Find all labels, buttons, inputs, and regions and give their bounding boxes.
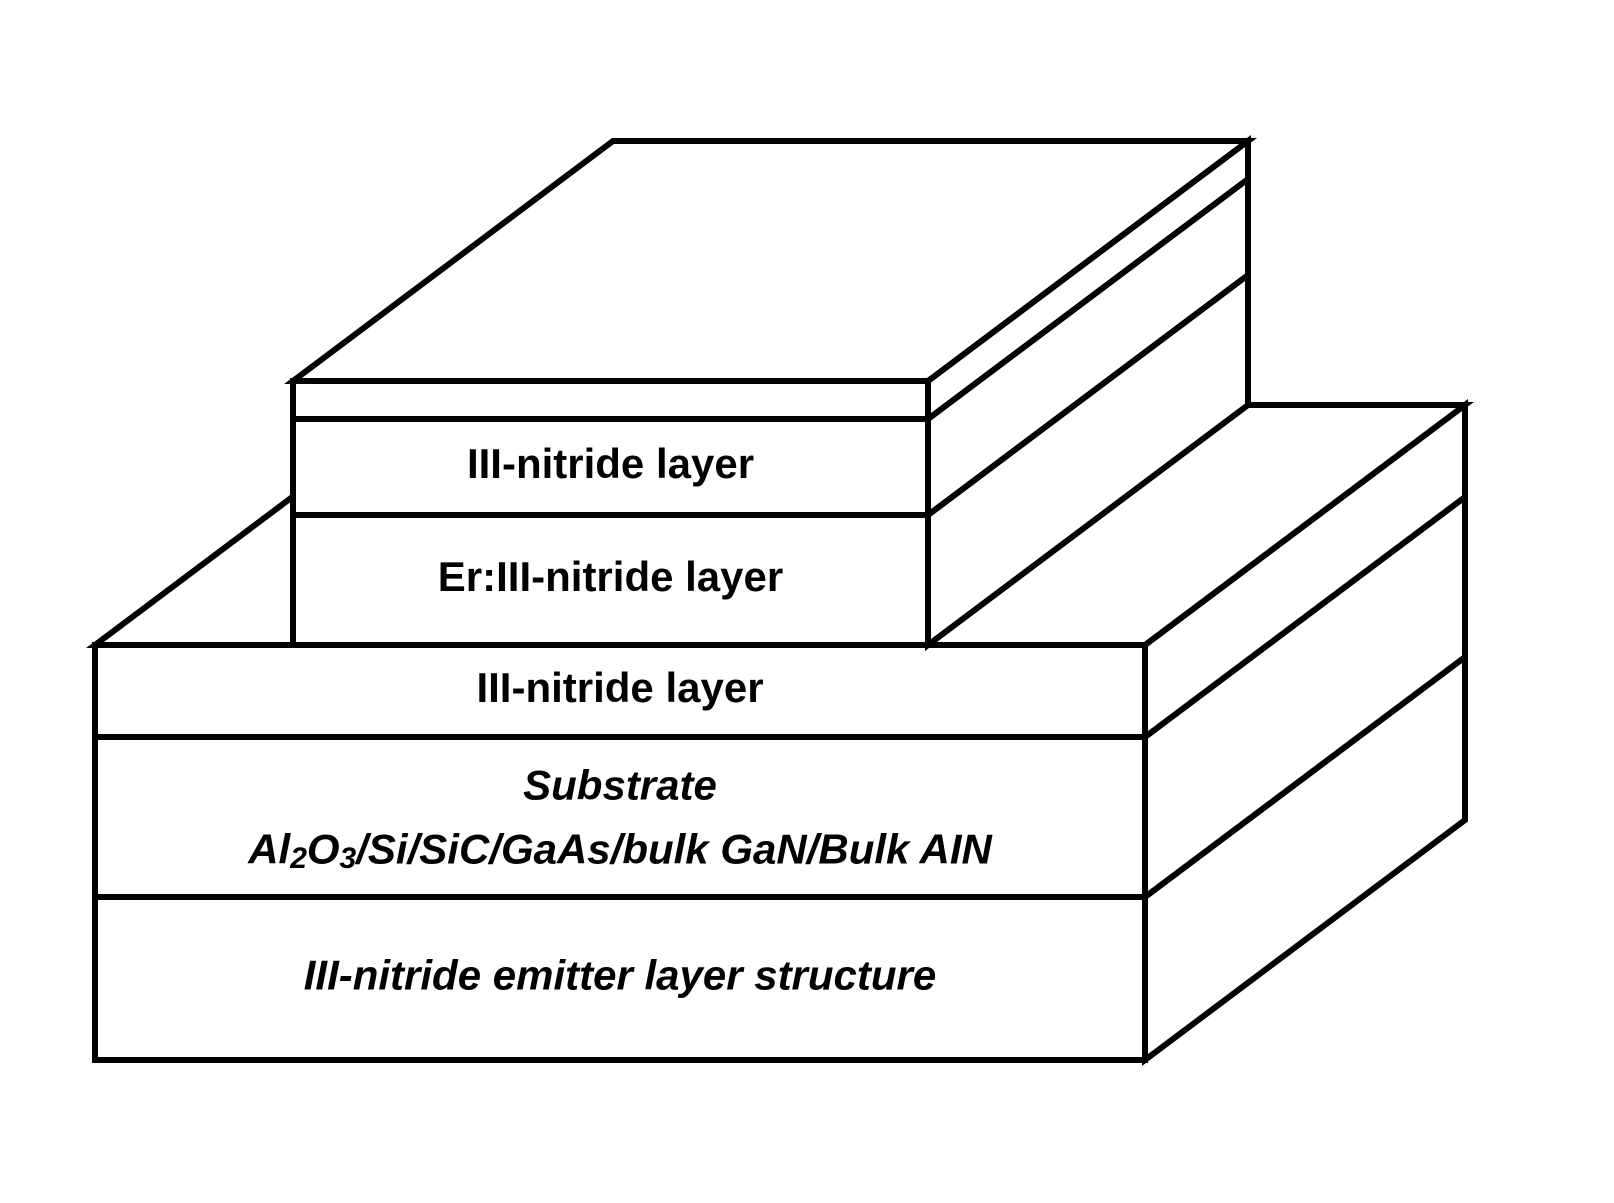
bottom-layer-3-label: III-nitride emitter layer structure xyxy=(304,952,937,999)
bottom-layer-2-label: Substrate xyxy=(523,761,717,808)
bottom-layer-2-label2: Al2O3/Si/SiC/GaAs/bulk GaN/Bulk AIN xyxy=(247,825,993,875)
top-layer-2-label: Er:III-nitride layer xyxy=(438,553,783,600)
top-layer-1-label: III-nitride layer xyxy=(467,440,754,487)
top-thin-front xyxy=(293,381,928,419)
layered-3d-diagram: III-nitride emitter layer structure Subst… xyxy=(0,0,1614,1203)
bottom-layer-1-label: III-nitride layer xyxy=(476,664,763,711)
